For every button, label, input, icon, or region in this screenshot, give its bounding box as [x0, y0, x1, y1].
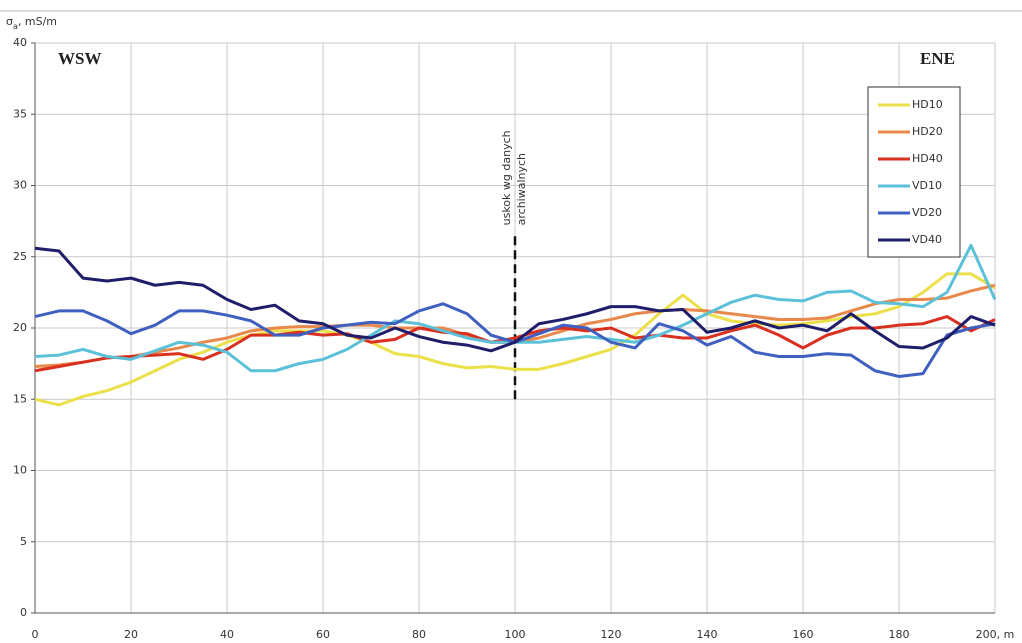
annotation-wsw: WSW	[58, 49, 101, 68]
y-axis-label: σa, mS/m	[6, 15, 57, 31]
y-tick-label: 40	[13, 36, 27, 49]
series-line	[34, 246, 996, 353]
y-tick-label: 30	[13, 179, 27, 192]
x-tick-label: 180	[889, 628, 910, 641]
y-tick-label: 25	[13, 250, 27, 263]
series-line	[34, 272, 996, 407]
x-tick-label: 140	[697, 628, 718, 641]
legend-label: HD10	[912, 98, 943, 111]
series-line	[34, 315, 996, 373]
x-tick-label: 200, m	[976, 628, 1015, 641]
legend-label: HD40	[912, 152, 943, 165]
x-tick-label: 60	[316, 628, 330, 641]
y-tick-label: 15	[13, 392, 27, 405]
x-tick-label: 160	[793, 628, 814, 641]
x-tick-label: 20	[124, 628, 138, 641]
x-tick-label: 40	[220, 628, 234, 641]
legend-label: VD40	[912, 233, 942, 246]
fault-label: archiwalnych	[515, 153, 528, 225]
y-tick-label: 35	[13, 107, 27, 120]
y-tick-label: 0	[20, 606, 27, 619]
legend-label: HD20	[912, 125, 943, 138]
x-tick-label: 100	[505, 628, 526, 641]
y-tick-label: 5	[20, 535, 27, 548]
y-tick-label: 20	[13, 321, 27, 334]
legend-box	[867, 86, 961, 258]
legend-label: VD20	[912, 206, 942, 219]
annotation-ene: ENE	[920, 49, 955, 68]
x-tick-label: 80	[412, 628, 426, 641]
fault-label: uskok wg danych	[500, 130, 513, 225]
legend-label: VD10	[912, 179, 942, 192]
y-tick-label: 10	[13, 464, 27, 477]
x-tick-label: 120	[601, 628, 622, 641]
x-tick-label: 0	[32, 628, 39, 641]
